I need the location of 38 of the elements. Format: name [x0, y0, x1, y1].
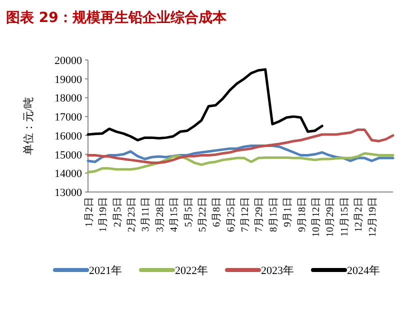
y-tick-label: 15000	[54, 149, 82, 162]
x-tick-label: 11月15日	[339, 197, 350, 237]
y-tick-label: 18000	[54, 92, 82, 105]
y-tick-label: 14000	[54, 168, 82, 180]
x-tick-label: 3月11日	[140, 197, 152, 232]
x-tick-label: 2月5日	[112, 197, 124, 227]
x-tick-label: 12月19日	[368, 197, 379, 237]
legend-label: 2023年	[261, 265, 294, 277]
y-tick-label: 16000	[54, 130, 82, 142]
x-tick-label: 7月29日	[254, 197, 266, 232]
x-tick-label: 10月12日	[310, 197, 322, 237]
x-tick-label: 12月2日	[354, 197, 365, 232]
chart-title: 图表 29：规模再生铅企业综合成本	[6, 9, 228, 26]
line-series	[86, 128, 394, 164]
x-tick-label: 7月12日	[240, 197, 252, 232]
y-tick-label: 17000	[54, 112, 82, 124]
x-tick-label: 2月23日	[126, 197, 138, 232]
x-tick-label: 5月5日	[183, 197, 194, 227]
y-tick-label: 20000	[54, 55, 82, 67]
y-tick-label: 19000	[54, 74, 82, 86]
x-tick-label: 3月28日	[154, 197, 166, 232]
line-series	[86, 152, 394, 174]
x-tick-label: 6月8日	[212, 197, 223, 227]
legend-label: 2024年	[347, 265, 380, 277]
line-series	[86, 68, 324, 142]
x-tick-label: 8月15日	[268, 197, 280, 232]
x-tick-label: 5月22日	[197, 197, 208, 232]
x-tick-label: 1月2日	[84, 197, 95, 227]
y-axis-title: 单位：元/吨	[22, 96, 35, 156]
legend-label: 2022年	[175, 265, 208, 277]
x-tick-label: 9月18日	[296, 197, 308, 232]
x-tick-label: 6月25日	[226, 197, 237, 232]
x-tick-label: 10月29日	[325, 197, 336, 237]
x-tick-label: 9月1日	[282, 197, 294, 227]
x-tick-label: 1月19日	[98, 197, 110, 232]
legend-label: 2021年	[89, 265, 122, 277]
x-tick-label: 4月15日	[169, 197, 180, 232]
y-tick-label: 13000	[54, 187, 82, 199]
